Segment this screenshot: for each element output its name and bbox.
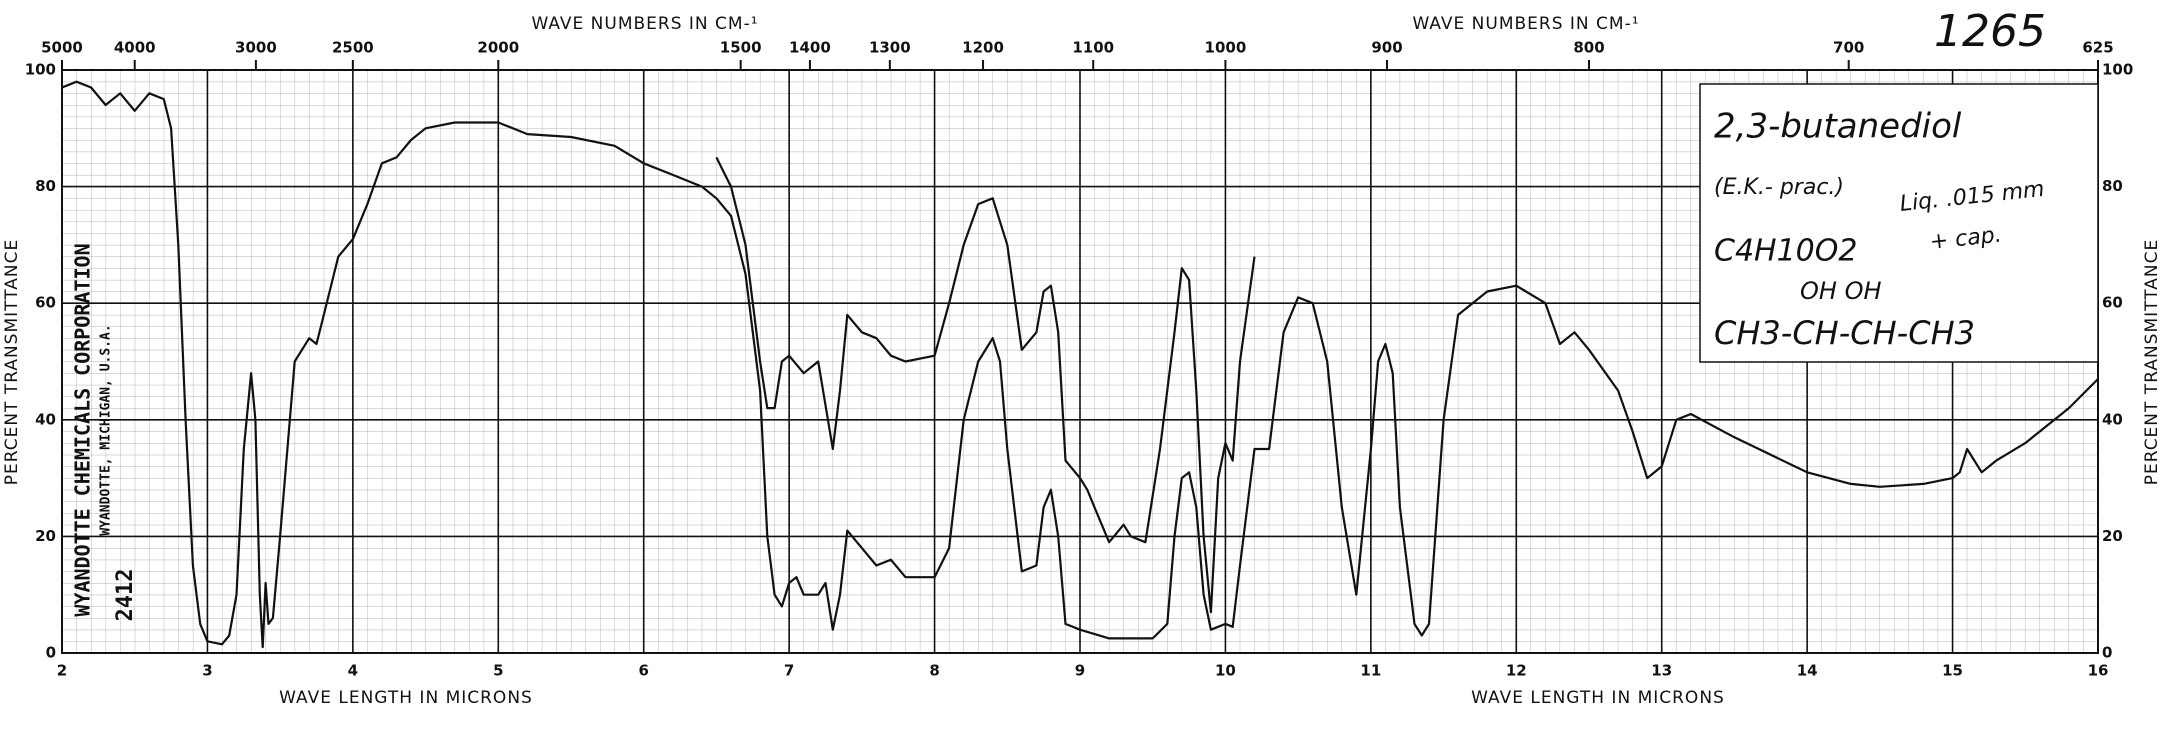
spectrum-line	[61, 80, 2099, 649]
x-tick-label: 13	[1651, 662, 1672, 680]
maker-address: WYANDOTTE, MICHIGAN, U.S.A.	[99, 324, 114, 535]
x-tick-label: 2	[57, 662, 67, 680]
top-tick-label: 1500	[720, 39, 762, 57]
y-tick-label: 40	[35, 410, 56, 428]
formula: C4H10O2	[1714, 234, 1857, 269]
x-tick-label: 11	[1360, 662, 1381, 680]
x-tick-label: 10	[1215, 662, 1236, 680]
y-axis-title: PERCENT TRANSMITTANCE	[2, 239, 22, 486]
top-axis-title: WAVE NUMBERS IN CM-¹	[531, 14, 758, 34]
top-tick-label: 1200	[962, 39, 1004, 57]
source: (E.K.- prac.)	[1714, 175, 1844, 200]
stamp-number: 2412	[113, 569, 138, 622]
top-tick-label: 5000	[41, 39, 83, 57]
annotation-box	[1699, 83, 2099, 363]
top-tick-label: 800	[1573, 39, 1604, 57]
y-tick-label: 0	[46, 644, 56, 662]
x-tick-label: 6	[638, 662, 648, 680]
top-tick-label: 4000	[114, 39, 156, 57]
x-tick-label: 7	[784, 662, 794, 680]
x-tick-label: 14	[1797, 662, 1818, 680]
x-tick-label: 9	[1075, 662, 1085, 680]
sheet-number: 1265	[1934, 6, 2046, 57]
top-tick-label: 3000	[235, 39, 277, 57]
top-tick-label: 2500	[332, 39, 374, 57]
y-tick-label: 100	[25, 61, 56, 79]
y-tick-label: 0	[2102, 644, 2112, 662]
spectrum-line	[715, 156, 1256, 614]
y-tick-label: 80	[35, 177, 56, 195]
x-tick-label: 8	[929, 662, 939, 680]
top-tick-label: 2000	[477, 39, 519, 57]
y-tick-label: 20	[35, 527, 56, 545]
y-tick-label: 100	[2102, 61, 2133, 79]
curves	[61, 80, 2099, 649]
maker: WYANDOTTE CHEMICALS CORPORATION	[71, 243, 95, 616]
top-tick-label: 1100	[1072, 39, 1114, 57]
top-tick-label: 625	[2082, 39, 2113, 57]
y-tick-label: 80	[2102, 177, 2123, 195]
hydroxyls: OH OH	[1800, 277, 1882, 305]
structure: CH3-CH-CH-CH3	[1714, 314, 1975, 352]
y-tick-label: 60	[35, 294, 56, 312]
compound: 2,3-butanediol	[1714, 107, 1962, 147]
top-tick-label: 1400	[789, 39, 831, 57]
x-tick-label: 4	[348, 662, 358, 680]
top-tick-label: 1000	[1205, 39, 1247, 57]
y-tick-label: 60	[2102, 294, 2123, 312]
x-tick-label: 12	[1506, 662, 1527, 680]
x-axis-title: WAVE LENGTH IN MICRONS	[279, 688, 533, 708]
x-tick-label: 16	[2088, 662, 2109, 680]
top-tick-label: 700	[1833, 39, 1864, 57]
top-tick-label: 900	[1371, 39, 1402, 57]
x-axis-title: WAVE LENGTH IN MICRONS	[1471, 688, 1725, 708]
x-tick-label: 5	[493, 662, 503, 680]
y-tick-label: 20	[2102, 527, 2123, 545]
top-axis-title: WAVE NUMBERS IN CM-¹	[1412, 14, 1639, 34]
y-tick-label: 40	[2102, 410, 2123, 428]
x-tick-label: 15	[1942, 662, 1963, 680]
x-tick-label: 3	[202, 662, 212, 680]
top-tick-label: 1300	[869, 39, 911, 57]
y-axis-title: PERCENT TRANSMITTANCE	[2142, 239, 2162, 486]
